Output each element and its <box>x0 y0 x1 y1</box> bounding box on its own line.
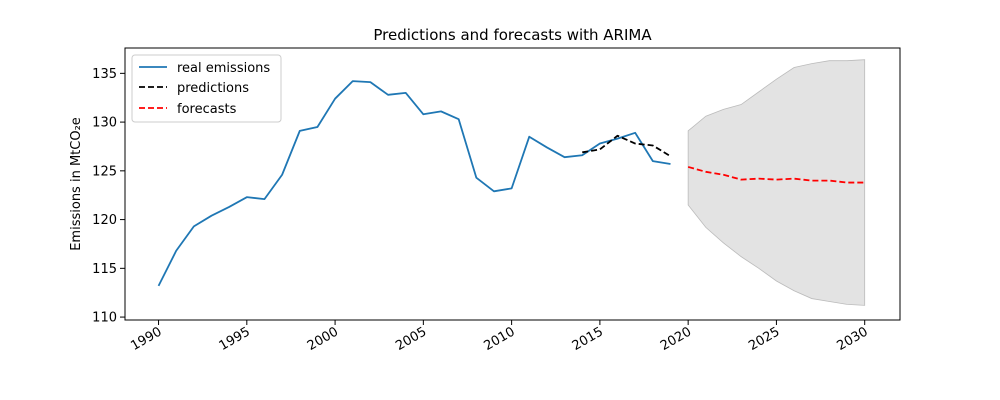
plot-frame <box>124 47 901 321</box>
x-tick-label: 2005 <box>393 324 429 354</box>
x-tick-label: 2010 <box>481 324 517 354</box>
legend-label-predictions: predictions <box>177 81 249 96</box>
legend: real emissions predictions forecasts <box>131 54 282 123</box>
y-axis-label: Emissions in MtCO₂e <box>69 117 84 251</box>
legend-label-forecasts: forecasts <box>177 102 237 117</box>
x-tick-label: 2025 <box>746 324 782 354</box>
y-tick-label: 115 <box>92 262 117 277</box>
y-tick-label: 135 <box>92 67 117 82</box>
legend-label-real-emissions: real emissions <box>177 61 270 76</box>
series-line-real-emissions <box>157 80 671 287</box>
series-line-predictions <box>582 134 671 157</box>
x-tick-label: 2000 <box>305 324 341 354</box>
y-tick-label: 125 <box>92 164 117 179</box>
x-tick-label: 2020 <box>658 324 694 354</box>
x-tick-label: 2015 <box>570 324 606 354</box>
legend-box <box>131 54 282 123</box>
x-tick-label: 1990 <box>128 324 164 354</box>
y-tick-label: 120 <box>92 213 117 228</box>
forecast-confidence-band <box>687 59 866 306</box>
x-tick-label: 1995 <box>217 324 253 354</box>
y-tick-label: 110 <box>92 311 117 326</box>
y-tick-label: 130 <box>92 116 117 131</box>
chart-title: Predictions and forecasts with ARIMA <box>373 26 652 44</box>
series-line-forecasts <box>687 166 865 184</box>
x-tick-label: 2030 <box>835 324 871 354</box>
